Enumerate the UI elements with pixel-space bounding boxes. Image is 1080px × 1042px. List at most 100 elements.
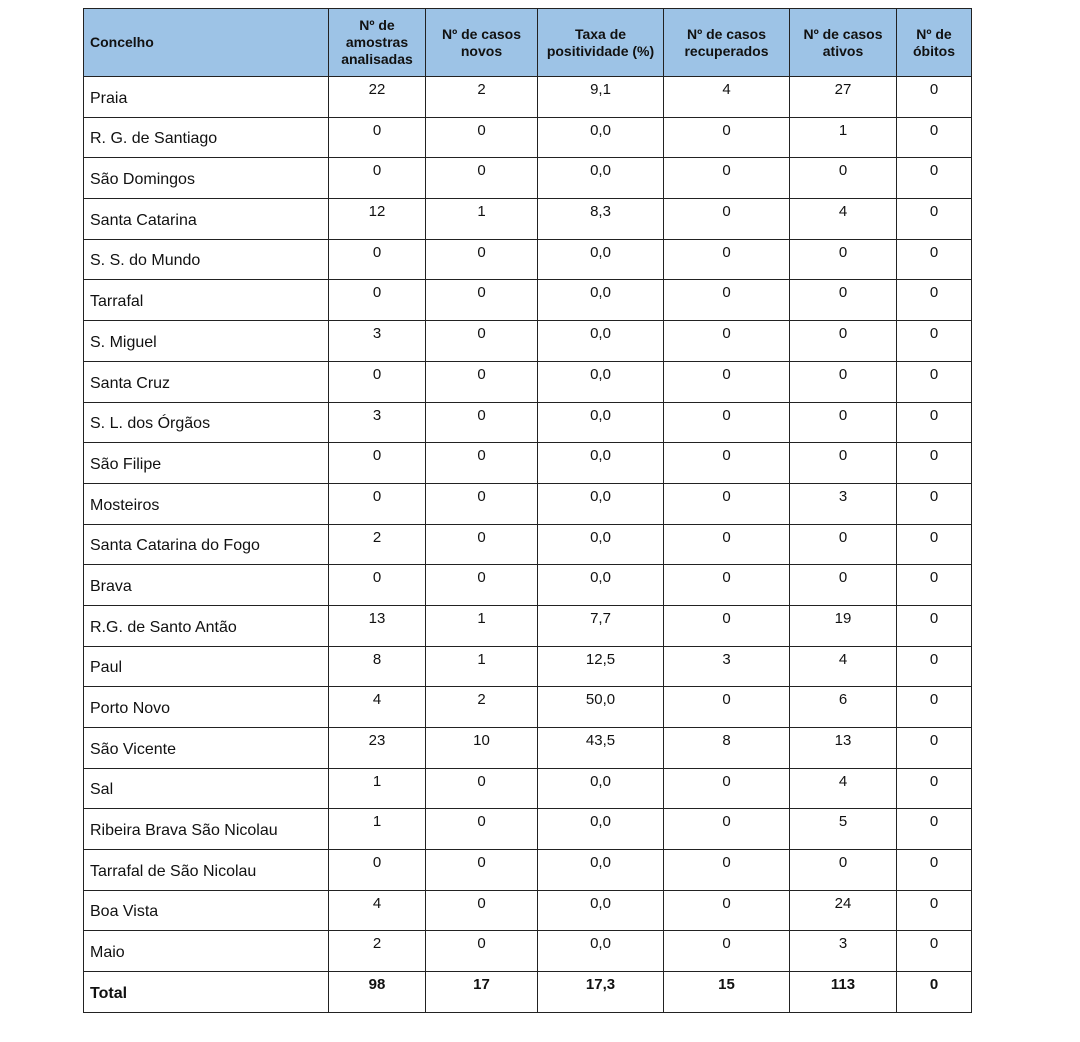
value-cell: 0 (663, 686, 790, 728)
concelho-cell: R.G. de Santo Antão (83, 604, 329, 647)
value-cell: 4 (328, 889, 426, 932)
value-cell: 0 (896, 564, 972, 606)
value-cell: 1 (425, 604, 538, 647)
value-cell: 19 (789, 604, 897, 647)
value-cell: 0 (896, 116, 972, 159)
value-cell: 0 (663, 767, 790, 810)
value-cell: 1 (328, 808, 426, 851)
value-cell: 0 (663, 849, 790, 891)
value-cell: 3 (328, 320, 426, 362)
concelho-cell: Ribeira Brava São Nicolau (83, 808, 329, 851)
concelho-cell: Santa Catarina do Fogo (83, 523, 329, 566)
value-cell: 0 (425, 849, 538, 891)
value-cell: 8,3 (537, 198, 664, 240)
value-cell: 0 (328, 116, 426, 159)
value-cell: 0 (789, 360, 897, 403)
concelho-cell: Tarrafal (83, 279, 329, 322)
value-cell: 0 (328, 279, 426, 322)
value-cell: 4 (789, 198, 897, 240)
table-row: Ribeira Brava São Nicolau 1 0 0,0 0 5 0 (83, 808, 972, 851)
value-cell: 23 (328, 727, 426, 769)
value-cell: 7,7 (537, 604, 664, 647)
concelho-cell: São Domingos (83, 157, 329, 200)
value-cell: 0,0 (537, 116, 664, 159)
table-row: R.G. de Santo Antão 13 1 7,7 0 19 0 (83, 604, 972, 647)
value-cell: 0 (789, 320, 897, 362)
value-cell: 0 (663, 238, 790, 281)
value-cell: 0 (425, 116, 538, 159)
value-cell: 0 (896, 808, 972, 851)
value-cell: 0,0 (537, 401, 664, 444)
value-cell: 0 (663, 523, 790, 566)
concelho-cell: Paul (83, 645, 329, 688)
value-cell: 22 (328, 76, 426, 118)
value-cell: 0 (896, 645, 972, 688)
value-cell: 2 (425, 686, 538, 728)
value-cell: 4 (663, 76, 790, 118)
value-cell: 0 (425, 320, 538, 362)
value-cell: 0 (425, 523, 538, 566)
table-row: S. L. dos Órgãos 3 0 0,0 0 0 0 (83, 401, 972, 444)
value-cell: 5 (789, 808, 897, 851)
value-cell: 15 (663, 971, 790, 1013)
value-cell: 0,0 (537, 360, 664, 403)
concelho-cell: Sal (83, 767, 329, 810)
value-cell: 0 (328, 564, 426, 606)
value-cell: 0 (896, 767, 972, 810)
table-row: Maio 2 0 0,0 0 3 0 (83, 930, 972, 973)
value-cell: 0,0 (537, 889, 664, 932)
value-cell: 0 (663, 889, 790, 932)
concelho-cell: Praia (83, 76, 329, 118)
concelho-cell: Tarrafal de São Nicolau (83, 849, 329, 891)
value-cell: 3 (663, 645, 790, 688)
value-cell: 0,0 (537, 523, 664, 566)
table-row: Boa Vista 4 0 0,0 0 24 0 (83, 889, 972, 932)
value-cell: 0,0 (537, 442, 664, 484)
value-cell: 0 (896, 76, 972, 118)
cases-table: Concelho Nº de amostras analisadas Nº de c… (83, 8, 972, 1013)
table-row: Mosteiros 0 0 0,0 0 3 0 (83, 482, 972, 525)
column-header: Concelho (83, 8, 329, 77)
value-cell: 0 (896, 442, 972, 484)
value-cell: 2 (425, 76, 538, 118)
value-cell: 0 (663, 198, 790, 240)
table-row: Porto Novo 4 2 50,0 0 6 0 (83, 686, 972, 728)
value-cell: 0 (789, 442, 897, 484)
value-cell: 3 (789, 482, 897, 525)
value-cell: 4 (328, 686, 426, 728)
value-cell: 0 (328, 442, 426, 484)
value-cell: 0,0 (537, 767, 664, 810)
value-cell: 0 (896, 482, 972, 525)
value-cell: 50,0 (537, 686, 664, 728)
value-cell: 0 (896, 198, 972, 240)
value-cell: 0 (425, 157, 538, 200)
value-cell: 13 (789, 727, 897, 769)
value-cell: 0 (896, 930, 972, 973)
value-cell: 12 (328, 198, 426, 240)
value-cell: 0 (663, 360, 790, 403)
table-row: S. Miguel 3 0 0,0 0 0 0 (83, 320, 972, 362)
column-header: Nº de casos recuperados (663, 8, 790, 77)
value-cell: 0 (896, 401, 972, 444)
value-cell: 0 (789, 157, 897, 200)
concelho-cell: Boa Vista (83, 889, 329, 932)
value-cell: 8 (663, 727, 790, 769)
value-cell: 24 (789, 889, 897, 932)
concelho-cell: R. G. de Santiago (83, 116, 329, 159)
value-cell: 0 (896, 849, 972, 891)
value-cell: 0,0 (537, 849, 664, 891)
concelho-cell: Porto Novo (83, 686, 329, 728)
value-cell: 0 (663, 401, 790, 444)
value-cell: 0 (328, 482, 426, 525)
value-cell: 0 (425, 482, 538, 525)
value-cell: 1 (328, 767, 426, 810)
value-cell: 0 (663, 442, 790, 484)
value-cell: 0 (789, 401, 897, 444)
value-cell: 1 (425, 198, 538, 240)
value-cell: 0 (425, 238, 538, 281)
table-row: Praia 22 2 9,1 4 27 0 (83, 76, 972, 118)
value-cell: 0 (663, 604, 790, 647)
value-cell: 0 (425, 442, 538, 484)
value-cell: 0 (663, 279, 790, 322)
value-cell: 0,0 (537, 808, 664, 851)
